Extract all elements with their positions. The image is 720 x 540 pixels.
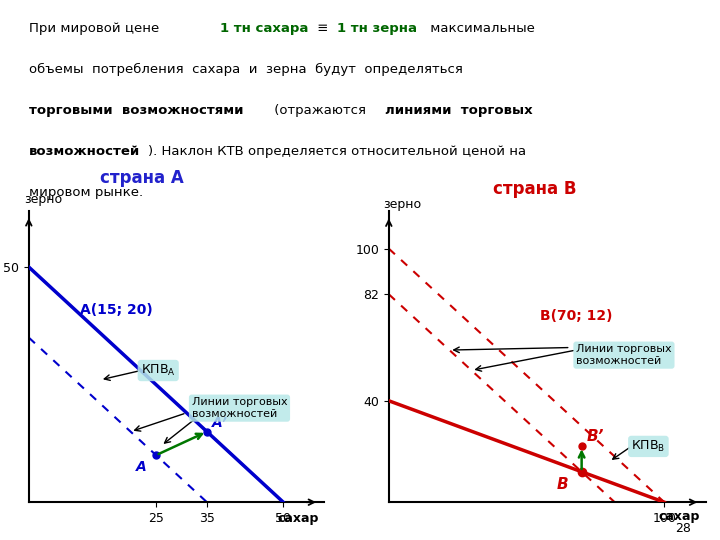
- Text: КПВ$_\mathregular{В}$: КПВ$_\mathregular{В}$: [631, 439, 665, 454]
- Text: При мировой цене: При мировой цене: [29, 22, 163, 35]
- Text: зерно: зерно: [24, 193, 62, 206]
- Text: мировом рынке.: мировом рынке.: [29, 186, 143, 199]
- Text: А’: А’: [212, 416, 228, 430]
- Text: линиями  торговых: линиями торговых: [385, 104, 533, 117]
- Text: 28: 28: [675, 522, 691, 535]
- Text: КПВ$_\mathregular{А}$: КПВ$_\mathregular{А}$: [141, 363, 176, 378]
- Text: зерно: зерно: [383, 198, 421, 211]
- Text: А: А: [135, 460, 146, 474]
- Text: В: В: [557, 477, 569, 492]
- Text: страна А: страна А: [100, 169, 184, 187]
- Text: объемы  потребления  сахара  и  зерна  будут  определяться: объемы потребления сахара и зерна будут …: [29, 63, 463, 76]
- Text: ≡: ≡: [313, 22, 333, 35]
- Text: В(70; 12): В(70; 12): [540, 309, 613, 322]
- Text: (отражаются: (отражаются: [270, 104, 370, 117]
- Text: сахар: сахар: [659, 510, 700, 523]
- Text: Линии торговых
возможностей: Линии торговых возможностей: [192, 397, 287, 419]
- Text: Линии торговых
возможностей: Линии торговых возможностей: [576, 345, 672, 366]
- Text: 1 тн сахара: 1 тн сахара: [220, 22, 308, 35]
- Text: сахар: сахар: [277, 511, 319, 524]
- Text: 1 тн зерна: 1 тн зерна: [337, 22, 417, 35]
- Text: торговыми  возможностями: торговыми возможностями: [29, 104, 243, 117]
- Text: максимальные: максимальные: [426, 22, 535, 35]
- Text: А(15; 20): А(15; 20): [80, 303, 153, 317]
- Text: В’: В’: [587, 429, 605, 444]
- Text: страна В: страна В: [493, 180, 577, 198]
- Text: возможностей: возможностей: [29, 145, 140, 158]
- Text: ). Наклон КТВ определяется относительной ценой на: ). Наклон КТВ определяется относительной…: [148, 145, 526, 158]
